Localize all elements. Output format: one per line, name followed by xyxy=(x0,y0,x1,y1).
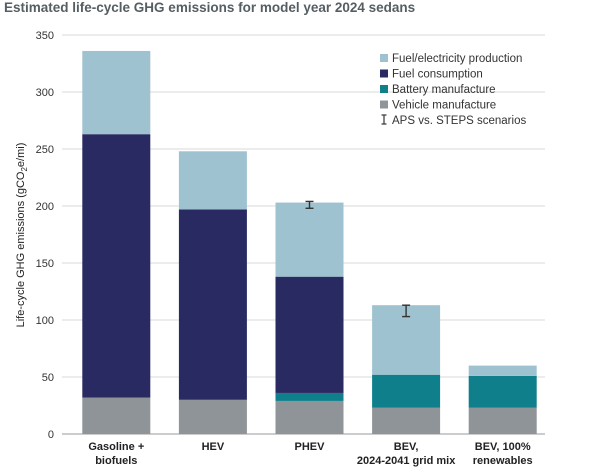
bars xyxy=(82,50,537,434)
legend-swatch xyxy=(380,69,388,78)
x-category-label: Gasoline + biofuels xyxy=(88,441,144,467)
y-axis-ticks: 0 50 100 150 200 250 300 350 xyxy=(36,30,54,441)
bar-segment xyxy=(275,400,344,434)
x-category-label-line: biofuels xyxy=(95,455,137,467)
y-axis-label-part: e/mi) xyxy=(15,143,27,167)
bar-segment xyxy=(82,134,151,398)
legend-label: APS vs. STEPS scenarios xyxy=(392,115,526,127)
y-tick-label: 50 xyxy=(42,372,54,384)
x-category-label-line: renewables xyxy=(473,455,533,467)
legend: Fuel/electricity production Fuel consumpt… xyxy=(380,53,526,127)
bar-segment xyxy=(468,407,537,434)
x-category-label-line: Gasoline + xyxy=(88,441,144,453)
x-category-label-line: HEV xyxy=(202,441,225,453)
legend-swatch xyxy=(380,85,388,93)
x-category-label-line: 2024-2041 grid mix xyxy=(357,455,456,467)
bar-segment xyxy=(82,50,151,135)
y-tick-label: 150 xyxy=(36,258,54,270)
bar-segment xyxy=(82,397,151,434)
bar-segment xyxy=(468,375,537,408)
legend-label: Battery manufacture xyxy=(392,84,496,96)
y-tick-label: 350 xyxy=(36,30,54,42)
bar-segment xyxy=(372,374,441,408)
x-category-label-line: BEV, xyxy=(394,441,419,453)
bar-segment xyxy=(468,365,537,376)
y-tick-label: 0 xyxy=(48,429,54,441)
x-category-label: BEV, 2024-2041 grid mix xyxy=(357,441,456,467)
legend-label: Fuel consumption xyxy=(392,69,483,81)
x-category-label: BEV, 100% renewables xyxy=(473,441,533,467)
chart-title: Estimated life-cycle GHG emissions for m… xyxy=(4,0,415,15)
legend-label: Fuel/electricity production xyxy=(392,53,522,65)
legend-swatch xyxy=(380,54,388,62)
x-category-label: HEV xyxy=(202,441,225,453)
bar-segment xyxy=(372,407,441,434)
x-category-label-line: PHEV xyxy=(295,441,326,453)
legend-label: Vehicle manufacture xyxy=(392,100,496,112)
legend-swatch xyxy=(380,100,388,109)
bar-segment xyxy=(178,151,247,210)
bar-segment xyxy=(178,399,247,434)
y-tick-label: 250 xyxy=(36,144,54,156)
y-axis-label-subscript: 2 xyxy=(20,167,29,172)
y-axis-label: Life-cycle GHG emissions (gCO2e/mi) xyxy=(15,143,29,328)
y-tick-label: 300 xyxy=(36,87,54,99)
bar-segment xyxy=(178,209,247,400)
x-axis-categories: Gasoline + biofuels HEV PHEV BEV, 2024-2041 g… xyxy=(88,441,532,467)
x-category-label: PHEV xyxy=(295,441,326,453)
error-bars xyxy=(305,200,411,318)
bar-segment xyxy=(275,276,344,393)
bar-segment xyxy=(275,392,344,401)
y-axis-label-part: Life-cycle GHG emissions (gCO xyxy=(15,171,27,327)
bar-segment xyxy=(275,202,344,277)
y-tick-label: 200 xyxy=(36,201,54,213)
x-category-label-line: BEV, 100% xyxy=(475,441,531,453)
y-tick-label: 100 xyxy=(36,315,54,327)
